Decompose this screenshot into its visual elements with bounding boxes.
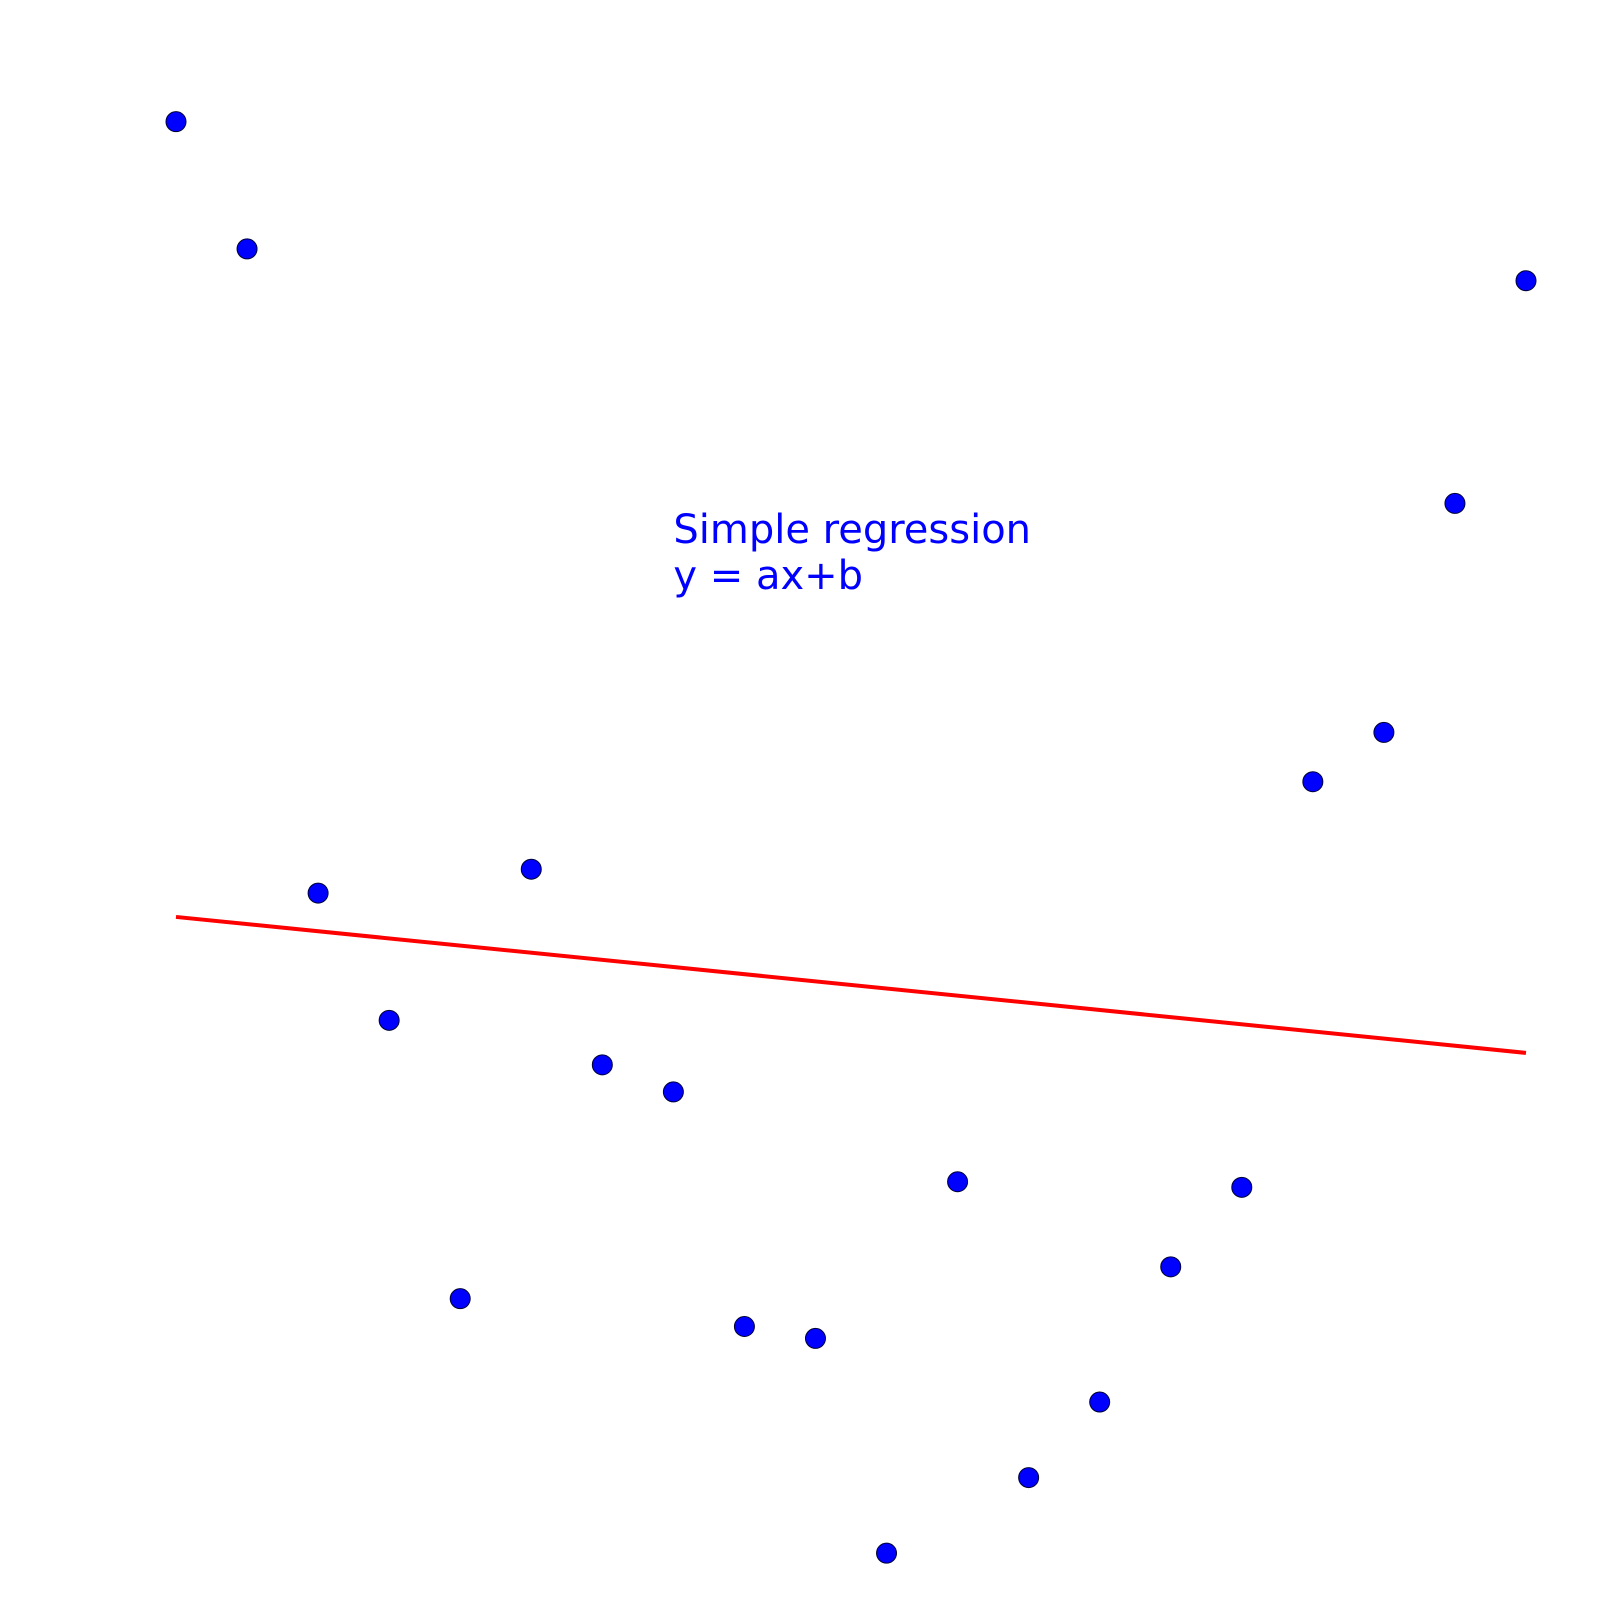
data-point	[733, 1315, 755, 1337]
data-point	[1018, 1467, 1040, 1489]
data-point	[378, 1009, 400, 1031]
data-point	[236, 238, 258, 260]
annotation-text: Simple regression y = ax+b	[673, 507, 1043, 599]
data-point	[1444, 492, 1466, 514]
data-point	[449, 1288, 471, 1310]
data-point	[165, 111, 187, 133]
data-point	[876, 1542, 898, 1564]
annotation-line-1: Simple regression	[673, 507, 1031, 553]
data-point	[804, 1327, 826, 1349]
data-point	[1089, 1391, 1111, 1413]
data-point	[662, 1081, 684, 1103]
data-point	[947, 1171, 969, 1193]
data-point	[1160, 1256, 1182, 1278]
regression-line	[175, 914, 1527, 1055]
annotation-line-2: y = ax+b	[673, 553, 863, 599]
regression-line-layer	[175, 914, 1527, 1055]
data-point	[1373, 721, 1395, 743]
data-point	[1231, 1176, 1253, 1198]
data-point	[1302, 771, 1324, 793]
data-point	[520, 858, 542, 880]
scatter-points	[165, 111, 1537, 1564]
data-point	[591, 1054, 613, 1076]
data-point	[307, 882, 329, 904]
data-point	[1515, 270, 1537, 292]
